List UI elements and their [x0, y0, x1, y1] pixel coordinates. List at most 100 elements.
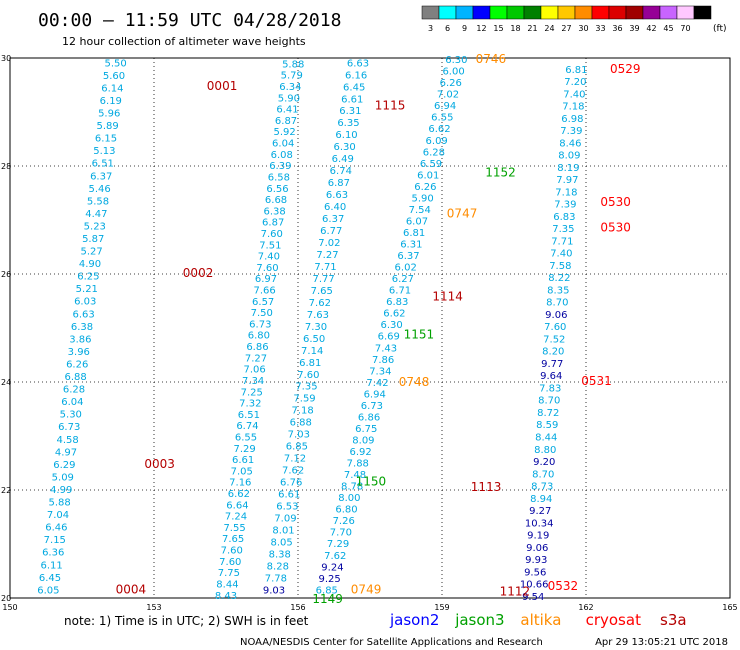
wave-height-value: 9.06	[545, 310, 567, 321]
wave-height-value: 6.31	[339, 106, 361, 117]
wave-height-value: 6.09	[426, 136, 448, 147]
pass-time-label: 0002	[183, 266, 214, 280]
wave-height-value: 7.25	[241, 387, 263, 398]
wave-height-value: 6.08	[271, 150, 293, 161]
y-tick-label: 22	[1, 486, 11, 495]
wave-height-value: 7.71	[314, 262, 336, 273]
wave-height-value: 6.41	[276, 105, 298, 116]
wave-height-value: 7.16	[229, 478, 251, 489]
wave-height-value: 7.65	[311, 286, 333, 297]
wave-height-value: 3.96	[68, 347, 90, 358]
wave-height-value: 9.20	[533, 457, 555, 468]
wave-height-value: 7.63	[307, 310, 329, 321]
wave-height-value: 7.40	[550, 249, 572, 260]
wave-height-value: 6.37	[397, 251, 419, 262]
pass-time-label: 1114	[432, 290, 463, 304]
wave-height-value: 8.70	[532, 469, 554, 480]
wave-height-value: 8.19	[557, 163, 579, 174]
wave-height-value: 7.06	[243, 365, 265, 376]
wave-height-value: 7.59	[293, 394, 315, 405]
wave-height-value: 6.26	[414, 182, 436, 193]
wave-height-value: 6.04	[272, 139, 294, 150]
wave-height-value: 9.56	[524, 567, 546, 578]
color-scale-label: 3	[428, 24, 433, 33]
wave-height-value: 8.20	[542, 347, 564, 358]
color-scale-swatch	[608, 5, 627, 20]
wave-height-value: 10.34	[525, 518, 554, 529]
wave-height-value: 6.10	[335, 130, 357, 141]
wave-height-value: 6.80	[335, 505, 357, 516]
wave-height-value: 6.34	[279, 82, 301, 93]
wave-height-value: 5.23	[84, 221, 106, 232]
wave-height-value: 7.18	[555, 187, 577, 198]
pass-time-label: 1112	[500, 585, 531, 599]
wave-height-value: 6.02	[395, 263, 417, 274]
wave-height-value: 6.74	[330, 166, 352, 177]
wave-height-value: 5.90	[278, 93, 300, 104]
wave-height-value: 7.43	[375, 343, 397, 354]
wave-height-value: 6.50	[303, 334, 325, 345]
wave-height-value: 6.03	[74, 297, 96, 308]
wave-height-value: 8.05	[271, 537, 293, 548]
wave-height-value: 7.55	[223, 523, 245, 534]
color-scale-unit: (ft)	[713, 24, 727, 34]
wave-height-value: 7.60	[544, 322, 566, 333]
wave-height-value: 6.39	[269, 161, 291, 172]
wave-height-value: 7.88	[347, 459, 369, 470]
color-scale-label: 27	[561, 24, 571, 33]
wave-height-value: 6.64	[226, 500, 248, 511]
chart-title: 00:00 – 11:59 UTC 04/28/2018	[38, 10, 341, 31]
wave-height-value: 6.73	[361, 401, 383, 412]
color-scale-label: 15	[493, 24, 503, 33]
wave-height-value: 8.43	[215, 591, 237, 602]
wave-height-value: 6.98	[561, 114, 583, 125]
wave-height-value: 7.14	[301, 346, 323, 357]
chart-subtitle: 12 hour collection of altimeter wave hei…	[62, 35, 306, 48]
color-scale-label: 70	[680, 24, 690, 33]
wave-height-value: 8.70	[538, 396, 560, 407]
wave-height-value: 7.50	[251, 308, 273, 319]
wave-height-value: 7.71	[551, 236, 573, 247]
color-scale-swatch	[455, 5, 474, 20]
pass-time-label: 1113	[471, 480, 502, 494]
wave-height-value: 6.73	[58, 422, 80, 433]
wave-height-value: 6.07	[406, 216, 428, 227]
wave-height-value: 6.57	[252, 297, 274, 308]
wave-height-value: 4.99	[50, 485, 72, 496]
wave-height-value: 8.80	[534, 445, 556, 456]
pass-time-label: 0747	[447, 207, 478, 221]
wave-height-value: 7.29	[327, 539, 349, 550]
color-scale-swatch	[472, 5, 491, 20]
wave-height-value: 7.86	[372, 355, 394, 366]
wave-height-value: 5.30	[60, 410, 82, 421]
wave-height-value: 8.44	[535, 433, 557, 444]
y-tick-label: 20	[1, 594, 11, 603]
wave-height-value: 8.70	[546, 298, 568, 309]
color-scale-label: 30	[578, 24, 588, 33]
wave-height-value: 6.31	[400, 240, 422, 251]
wave-height-value: 4.90	[79, 259, 101, 270]
pass-time-label: 0003	[144, 457, 175, 471]
wave-height-value: 6.77	[320, 226, 342, 237]
wave-height-value: 7.83	[539, 383, 561, 394]
wave-height-value: 7.20	[564, 77, 586, 88]
wave-height-value: 9.54	[522, 592, 544, 603]
wave-height-value: 6.87	[262, 218, 284, 229]
color-scale-swatch	[659, 5, 678, 20]
wave-height-value: 8.09	[352, 435, 374, 446]
wave-height-value: 6.62	[428, 124, 450, 135]
wave-height-value: 6.81	[299, 358, 321, 369]
pass-time-label: 0749	[351, 582, 382, 596]
wave-height-value: 6.83	[553, 212, 575, 223]
wave-height-value: 9.93	[525, 555, 547, 566]
wave-height-value: 7.70	[330, 528, 352, 539]
color-scale-swatch	[676, 5, 695, 20]
wave-height-value: 7.05	[231, 466, 253, 477]
wave-height-value: 6.01	[417, 170, 439, 181]
wave-height-value: 6.37	[322, 214, 344, 225]
wave-height-value: 8.94	[530, 494, 552, 505]
wave-height-value: 6.38	[71, 322, 93, 333]
wave-height-value: 7.02	[437, 90, 459, 101]
color-scale-bar: 3 6 9 12 15 18 21 24 27 30 33 36 39 42 45 70	[421, 5, 712, 33]
